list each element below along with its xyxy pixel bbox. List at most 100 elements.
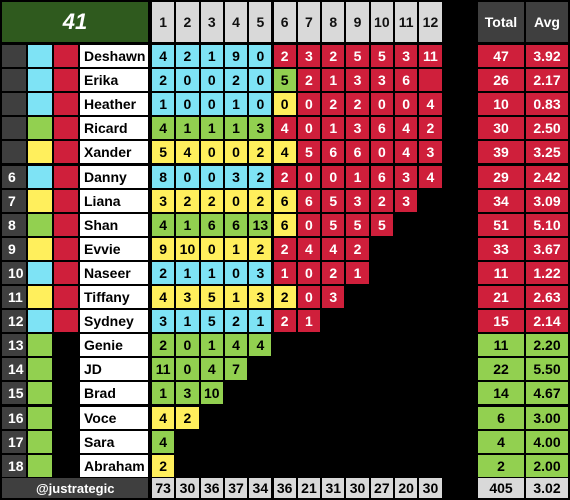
round-total: 31 xyxy=(322,478,345,498)
color-tag xyxy=(28,310,52,333)
score-cell xyxy=(419,286,442,309)
score-cell: 2 xyxy=(322,93,345,116)
color-tag xyxy=(28,69,52,92)
score-cell: 1 xyxy=(152,382,175,405)
score-cell: 4 xyxy=(273,117,296,140)
player-total: 34 xyxy=(478,189,524,212)
score-cell: 6 xyxy=(322,141,345,164)
color-tag xyxy=(54,261,78,284)
score-cell: 9 xyxy=(152,237,175,260)
player-name: Liana xyxy=(80,189,148,212)
player-avg: 3.67 xyxy=(526,237,568,260)
player-total: 47 xyxy=(478,45,524,68)
score-cell xyxy=(346,310,369,333)
score-cell: 4 xyxy=(152,430,175,453)
score-cell xyxy=(273,334,296,357)
color-tag xyxy=(54,334,78,357)
score-cell xyxy=(224,430,248,453)
round-header-2: 2 xyxy=(176,2,199,42)
score-cell: 4 xyxy=(152,117,175,140)
score-cell xyxy=(249,454,272,477)
player-avg: 2.14 xyxy=(526,310,568,333)
logo-title: 41 xyxy=(2,2,148,42)
score-cell: 1 xyxy=(322,117,345,140)
score-cell xyxy=(395,310,418,333)
score-cell: 1 xyxy=(176,310,199,333)
player-name: Genie xyxy=(80,334,148,357)
color-tag xyxy=(54,165,78,188)
score-cell: 3 xyxy=(249,261,272,284)
player-name: Xander xyxy=(80,141,148,164)
score-cell: 0 xyxy=(224,261,248,284)
score-cell: 2 xyxy=(273,237,296,260)
rank-cell xyxy=(2,117,26,140)
color-tag xyxy=(28,430,52,453)
score-cell: 4 xyxy=(152,406,175,429)
score-cell xyxy=(395,286,418,309)
player-name: Shan xyxy=(80,213,148,236)
color-tag xyxy=(54,358,78,381)
player-total: 26 xyxy=(478,69,524,92)
score-cell xyxy=(297,430,321,453)
score-cell: 0 xyxy=(176,93,199,116)
score-cell: 4 xyxy=(297,237,321,260)
score-cell xyxy=(176,454,199,477)
color-tag xyxy=(28,334,52,357)
score-cell xyxy=(419,454,442,477)
score-cell xyxy=(249,358,272,381)
color-tag xyxy=(54,237,78,260)
score-cell xyxy=(297,454,321,477)
score-cell xyxy=(419,406,442,429)
score-cell: 0 xyxy=(176,358,199,381)
score-cell xyxy=(346,358,369,381)
score-cell xyxy=(395,430,418,453)
round-header-8: 8 xyxy=(322,2,345,42)
score-cell xyxy=(346,430,369,453)
score-cell: 3 xyxy=(176,286,199,309)
score-cell: 5 xyxy=(297,141,321,164)
score-cell: 3 xyxy=(224,165,248,188)
player-name: JD xyxy=(80,358,148,381)
score-cell: 0 xyxy=(370,93,393,116)
score-cell: 6 xyxy=(346,141,369,164)
player-name: Tiffany xyxy=(80,286,148,309)
rank-cell: 7 xyxy=(2,189,26,212)
score-cell: 2 xyxy=(200,189,223,212)
score-cell: 4 xyxy=(419,165,442,188)
color-tag xyxy=(54,454,78,477)
score-cell: 0 xyxy=(224,141,248,164)
color-tag xyxy=(54,310,78,333)
player-name: Brad xyxy=(80,382,148,405)
score-cell: 0 xyxy=(297,213,321,236)
player-name: Heather xyxy=(80,93,148,116)
player-total: 30 xyxy=(478,117,524,140)
score-cell: 8 xyxy=(152,165,175,188)
score-cell: 2 xyxy=(249,141,272,164)
score-cell: 7 xyxy=(224,358,248,381)
score-cell: 6 xyxy=(273,189,296,212)
score-cell: 2 xyxy=(249,189,272,212)
score-cell xyxy=(322,406,345,429)
round-total: 21 xyxy=(297,478,321,498)
score-cell xyxy=(346,382,369,405)
score-cell xyxy=(297,382,321,405)
score-cell: 2 xyxy=(152,69,175,92)
color-tag xyxy=(28,382,52,405)
score-cell: 4 xyxy=(249,334,272,357)
score-cell: 10 xyxy=(176,237,199,260)
rank-cell xyxy=(2,69,26,92)
player-avg: 2.63 xyxy=(526,286,568,309)
score-cell: 5 xyxy=(346,45,369,68)
color-tag xyxy=(54,141,78,164)
score-cell: 0 xyxy=(200,69,223,92)
round-total: 36 xyxy=(273,478,296,498)
handle-label: @justrategic xyxy=(2,478,148,498)
round-total: 30 xyxy=(419,478,442,498)
score-cell: 1 xyxy=(346,261,369,284)
score-cell xyxy=(322,358,345,381)
score-cell xyxy=(273,406,296,429)
round-header-4: 4 xyxy=(224,2,248,42)
player-total: 33 xyxy=(478,237,524,260)
score-cell: 6 xyxy=(395,69,418,92)
